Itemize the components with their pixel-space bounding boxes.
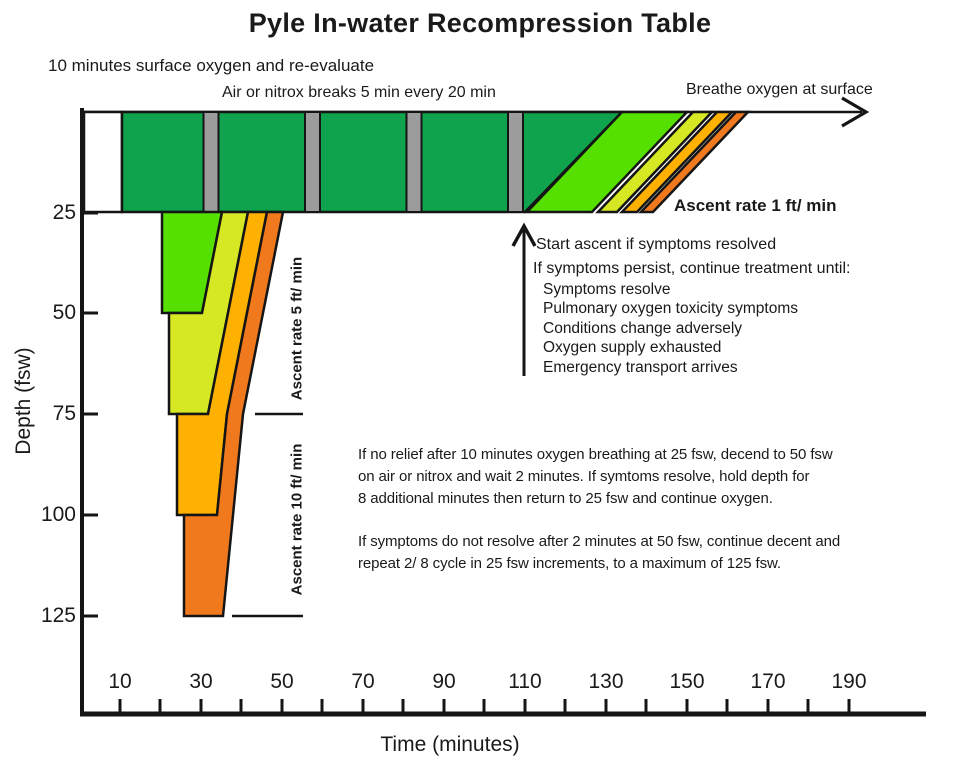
air-break-bar-2 — [304, 111, 321, 213]
ascent-stripe-100 — [619, 110, 735, 214]
paragraph-line: 8 additional minutes then return to 25 f… — [358, 490, 773, 507]
air-break-bar-1 — [202, 111, 220, 213]
x-tick-label: 30 — [189, 670, 213, 693]
y-ticks — [82, 211, 98, 618]
y-tick-label: 25 — [52, 201, 76, 224]
list-item: Symptoms resolve — [543, 281, 671, 298]
y-tick-label: 75 — [52, 402, 76, 425]
diagram-title: Pyle In-water Recompression Table — [248, 8, 712, 38]
ascent-rate-10-label: Ascent rate 10 ft/ min — [288, 443, 306, 596]
x-tick-label: 90 — [432, 670, 456, 693]
y-tick-label: 100 — [40, 503, 76, 526]
start-ascent-arrow-head — [511, 222, 537, 247]
list-item: Pulmonary oxygen toxicity symptoms — [543, 300, 798, 318]
note-paragraph-2: If symptoms do not resolve after 2 minut… — [358, 531, 840, 575]
x-ticks — [118, 699, 851, 714]
x-tick-label: 170 — [750, 670, 786, 693]
persist-conditions-list: Symptoms resolve Pulmonary oxygen toxici… — [543, 280, 798, 377]
paragraph-line: If symptoms do not resolve after 2 minut… — [358, 533, 841, 550]
air-breaks-note: Air or nitrox breaks 5 min every 20 min — [222, 84, 496, 101]
oxygen-band-25fsw — [120, 110, 625, 214]
paragraph-line: on air or nitrox and wait 2 minutes. If … — [358, 468, 810, 485]
surface-oxygen-note: 10 minutes surface oxygen and re-evaluat… — [48, 56, 375, 75]
paragraph-line: repeat 2/ 8 cycle in 25 fsw increments, … — [358, 555, 781, 572]
y-tick-label: 125 — [40, 604, 76, 627]
ascent-stripe-75 — [595, 110, 715, 214]
y-axis-title: Depth (fsw) — [12, 347, 35, 455]
excursion-125fsw — [182, 210, 285, 618]
persist-header: If symptoms persist, continue treatment … — [533, 260, 851, 277]
x-axis-title: Time (minutes) — [380, 733, 520, 756]
start-ascent-label: Start ascent if symptoms resolved — [536, 236, 777, 253]
ascent-stripe-125 — [638, 110, 751, 214]
note-paragraph-1: If no relief after 10 minutes oxygen bre… — [358, 444, 833, 510]
paragraph-line: If no relief after 10 minutes oxygen bre… — [358, 446, 833, 463]
x-tick-label: 10 — [108, 670, 132, 693]
x-tick-label: 190 — [831, 670, 867, 693]
list-item: Conditions change adversely — [543, 319, 743, 337]
x-tick-label: 150 — [669, 670, 705, 693]
ascent-rate-5-label: Ascent rate 5 ft/ min — [288, 256, 306, 401]
x-tick-label: 130 — [588, 670, 624, 693]
surface-arrow-head — [841, 96, 870, 128]
y-tick-label: 50 — [52, 301, 76, 324]
surface-interval-box — [82, 110, 124, 214]
ascent-stripe-50 — [524, 110, 690, 214]
air-break-bar-3 — [405, 111, 423, 213]
x-tick-label: 110 — [508, 670, 542, 693]
list-item: Emergency transport arrives — [543, 358, 738, 376]
x-tick-label: 70 — [351, 670, 375, 693]
list-item: Oxygen supply exhausted — [543, 339, 722, 357]
x-tick-label: 50 — [270, 670, 294, 693]
ascent-rate-1-label: Ascent rate 1 ft/ min — [674, 196, 837, 215]
air-break-bar-4 — [507, 111, 524, 213]
breathe-oxygen-note: Breathe oxygen at surface — [686, 81, 873, 98]
